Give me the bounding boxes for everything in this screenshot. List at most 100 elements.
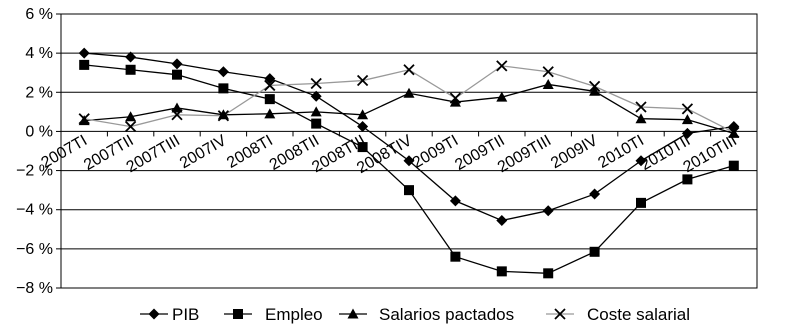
point-salarios-pactados (681, 114, 693, 125)
legend-marker (148, 308, 160, 320)
point-coste-salarial (449, 92, 462, 104)
x-mark-stroke (217, 110, 230, 122)
y-axis: −8 % −6 % −4 % −2 % 0 % 2 % 4 % 6 % (16, 6, 61, 297)
x-mark-stroke (356, 74, 369, 87)
point-pib (171, 58, 183, 70)
point-empleo (496, 266, 507, 277)
legend-marker (554, 308, 566, 320)
x-mark-stroke (496, 60, 508, 72)
point-salarios-pactados (589, 85, 601, 96)
x-mark-stroke (449, 92, 462, 104)
legend-item-salarios-pactados: Salarios pactados (339, 305, 514, 324)
point-pib (217, 66, 229, 78)
y-tick-label: 6 % (25, 6, 53, 23)
gridlines (61, 13, 757, 289)
point-salarios-pactados (635, 113, 647, 124)
point-pib (542, 205, 554, 217)
x-mark-stroke (171, 109, 183, 121)
y-tick-label: −6 % (16, 241, 53, 258)
y-tick-label: 4 % (25, 45, 53, 62)
point-empleo (79, 59, 90, 70)
point-salarios-pactados (542, 78, 554, 89)
point-coste-salarial (217, 110, 230, 122)
point-empleo (543, 268, 554, 279)
point-pib (125, 51, 137, 63)
point-salarios-pactados (496, 91, 508, 102)
y-tick-label: 2 % (25, 84, 53, 101)
x-tick-label: 2007IV (177, 132, 230, 172)
point-salarios-pactados (171, 102, 183, 113)
point-coste-salarial (124, 120, 137, 133)
point-salarios-pactados (125, 111, 137, 122)
x-tick-label: 2008TI (224, 132, 276, 172)
point-coste-salarial (681, 103, 694, 115)
y-tick-label: −4 % (16, 202, 53, 219)
x-mark-stroke (554, 308, 566, 320)
point-salarios-pactados (357, 109, 369, 120)
y-tick-label: −8 % (16, 280, 53, 297)
series-markers (78, 47, 740, 279)
point-pib (449, 195, 461, 207)
point-empleo (450, 251, 461, 262)
y-tick-label: 0 % (25, 123, 53, 140)
point-empleo (125, 64, 136, 75)
legend-item-pib: PIB (140, 305, 199, 324)
x-mark-stroke (635, 101, 647, 113)
point-coste-salarial (403, 64, 415, 76)
x-mark-stroke (403, 64, 415, 76)
point-empleo (264, 94, 275, 105)
point-coste-salarial (542, 66, 554, 78)
point-coste-salarial (310, 77, 322, 90)
legend-item-empleo: Empleo (224, 305, 323, 324)
point-pib (681, 127, 693, 139)
point-salarios-pactados (217, 109, 229, 120)
x-tick-label: 2007TIII (124, 132, 183, 176)
x-mark-stroke (728, 126, 740, 139)
point-pib (310, 90, 322, 102)
point-empleo (404, 185, 414, 196)
point-empleo (682, 174, 693, 185)
legend-marker (347, 308, 359, 319)
point-coste-salarial (264, 79, 276, 92)
point-coste-salarial (356, 74, 369, 87)
point-pib (496, 214, 508, 226)
point-coste-salarial (588, 80, 601, 93)
point-empleo (311, 118, 322, 129)
legend: PIB Empleo Salarios pactados Coste salarial (140, 305, 690, 324)
point-pib (78, 47, 90, 59)
x-tick-label: 2009IV (548, 132, 601, 172)
point-empleo (218, 83, 229, 94)
x-mark-stroke (588, 80, 601, 93)
legend-label: PIB (172, 305, 199, 324)
x-mark-stroke (124, 120, 137, 133)
point-pib (635, 155, 647, 167)
point-salarios-pactados (449, 96, 461, 107)
point-pib (403, 155, 415, 167)
point-coste-salarial (171, 109, 183, 121)
legend-label: Salarios pactados (379, 305, 514, 324)
point-salarios-pactados (310, 106, 322, 117)
x-mark-stroke (681, 103, 694, 115)
point-coste-salarial (635, 101, 647, 113)
point-pib (589, 188, 601, 200)
point-salarios-pactados (264, 108, 276, 119)
x-mark-stroke (78, 113, 90, 125)
x-mark-stroke (264, 79, 276, 92)
point-empleo (589, 246, 600, 257)
x-tick-label: 2009TI (410, 132, 462, 172)
legend-item-coste-salarial: Coste salarial (546, 305, 690, 324)
point-empleo (357, 142, 368, 153)
point-pib (264, 73, 276, 85)
point-pib (357, 121, 369, 133)
point-empleo (636, 197, 646, 208)
legend-label: Empleo (265, 305, 323, 324)
point-coste-salarial (78, 113, 90, 125)
x-tick-label: 2009TIII (495, 132, 554, 176)
legend-label: Coste salarial (587, 305, 690, 324)
point-coste-salarial (728, 126, 740, 139)
x-mark-stroke (542, 66, 554, 78)
legend-marker (233, 309, 243, 319)
x-tick-label: 2010TI (595, 132, 647, 172)
point-empleo (728, 160, 739, 171)
